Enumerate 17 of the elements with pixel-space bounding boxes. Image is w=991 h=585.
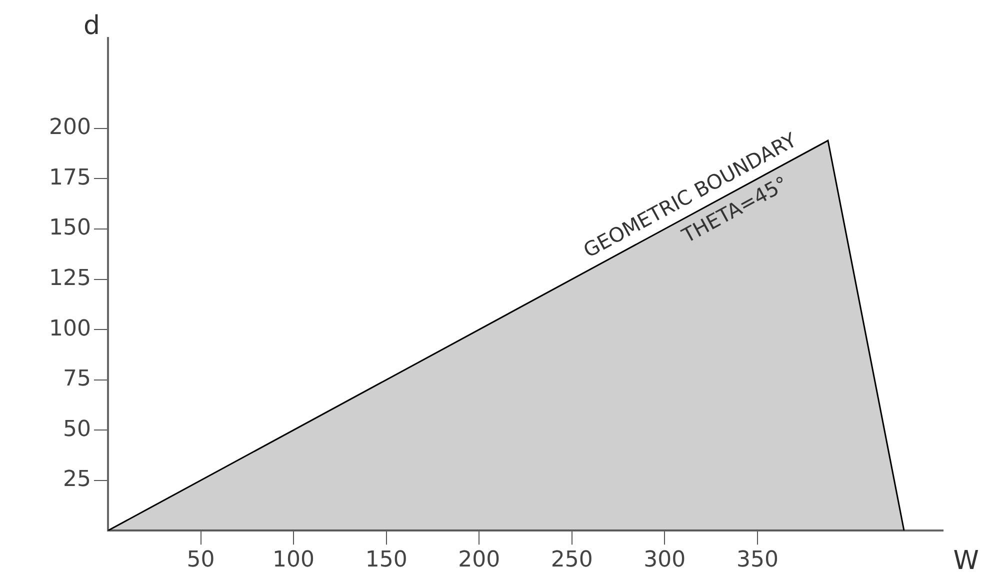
y-tick-label: 75 bbox=[63, 366, 91, 392]
x-tick-label: 250 bbox=[550, 548, 593, 573]
x-tick-label: 300 bbox=[644, 548, 686, 573]
y-tick-label: 175 bbox=[49, 165, 91, 190]
y-tick-label: 50 bbox=[63, 416, 91, 442]
y-tick-label: 125 bbox=[49, 266, 91, 291]
x-tick-label: 150 bbox=[365, 548, 408, 573]
x-axis-title: W bbox=[953, 546, 979, 576]
y-tick-label: 25 bbox=[63, 467, 91, 492]
x-tick-label: 350 bbox=[736, 548, 778, 573]
y-tick-label: 100 bbox=[49, 316, 91, 342]
y-axis-title: d bbox=[83, 10, 100, 41]
x-tick-label: 50 bbox=[186, 548, 215, 573]
x-tick-label: 100 bbox=[272, 548, 315, 573]
y-tick-label: 200 bbox=[49, 115, 91, 140]
y-tick-label: 150 bbox=[49, 216, 91, 241]
x-tick-label: 200 bbox=[458, 548, 500, 573]
